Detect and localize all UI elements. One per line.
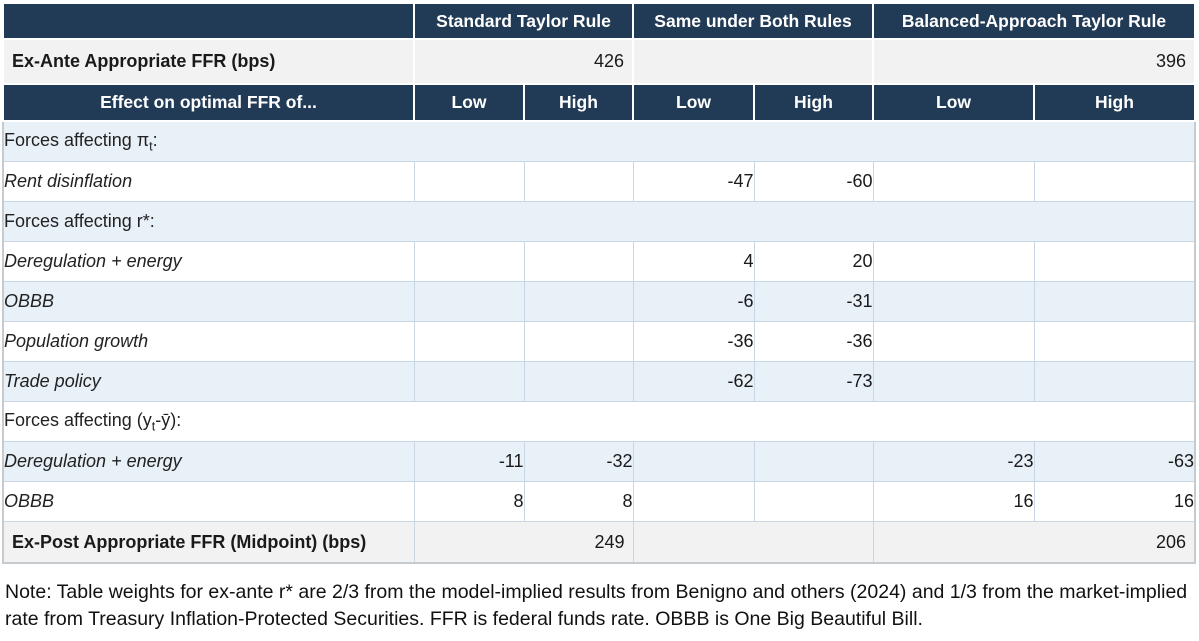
value-cell: 8 (523, 481, 634, 522)
value-cell: -47 (632, 161, 755, 202)
value-cell (413, 321, 525, 362)
value-cell (1033, 281, 1196, 322)
ex-ante-row: Ex-Ante Appropriate FFR (bps) 426 396 (2, 38, 1196, 85)
value-cell (872, 361, 1035, 402)
force-label: Trade policy (2, 361, 415, 402)
value-cell: -63 (1033, 441, 1196, 482)
value-cell (1033, 361, 1196, 402)
value-cell: 20 (753, 241, 874, 282)
ex-post-standard-value: 249 (413, 521, 634, 564)
value-cell: 4 (632, 241, 755, 282)
force-label: Deregulation + energy (2, 441, 415, 482)
force-label: Population growth (2, 321, 415, 362)
value-cell: -36 (632, 321, 755, 362)
corner-cell (2, 2, 415, 40)
value-cell (523, 241, 634, 282)
section-row: Forces affecting (yt-ȳ): (2, 401, 1196, 442)
value-cell (872, 321, 1035, 362)
value-cell (872, 161, 1035, 202)
value-cell (413, 361, 525, 402)
value-cell (413, 161, 525, 202)
value-cell (1033, 161, 1196, 202)
balanced-low-header: Low (872, 83, 1035, 122)
force-row: OBBB -6 -31 (2, 281, 1196, 322)
section-row: Forces affecting r*: (2, 201, 1196, 242)
value-cell (753, 441, 874, 482)
value-cell: 16 (872, 481, 1035, 522)
value-cell (753, 481, 874, 522)
ex-post-same-value (632, 521, 874, 564)
force-label: OBBB (2, 481, 415, 522)
col-group-standard-taylor-rule: Standard Taylor Rule (413, 2, 634, 40)
value-cell: -36 (753, 321, 874, 362)
value-cell: -32 (523, 441, 634, 482)
balanced-high-header: High (1033, 83, 1196, 122)
force-row: Population growth -36 -36 (2, 321, 1196, 362)
value-cell: 16 (1033, 481, 1196, 522)
ex-ante-balanced-value: 396 (872, 38, 1196, 85)
force-row: Deregulation + energy 4 20 (2, 241, 1196, 282)
force-label: Rent disinflation (2, 161, 415, 202)
standard-high-header: High (523, 83, 634, 122)
col-group-balanced-approach: Balanced-Approach Taylor Rule (872, 2, 1196, 40)
value-cell (1033, 241, 1196, 282)
section-label: Forces affecting r*: (2, 201, 1196, 242)
value-cell: -73 (753, 361, 874, 402)
table-note: Note: Table weights for ex-ante r* are 2… (5, 581, 1188, 631)
value-cell (1033, 321, 1196, 362)
value-cell (523, 281, 634, 322)
section-row: Forces affecting πt: (2, 120, 1196, 162)
force-row: Rent disinflation -47 -60 (2, 161, 1196, 202)
value-cell: -11 (413, 441, 525, 482)
force-row: Trade policy -62 -73 (2, 361, 1196, 402)
value-cell: -60 (753, 161, 874, 202)
value-cell (523, 321, 634, 362)
ex-post-balanced-value: 206 (872, 521, 1196, 564)
col-group-same-under-both-rules: Same under Both Rules (632, 2, 874, 40)
value-cell (632, 481, 755, 522)
effect-subheader-row: Effect on optimal FFR of... Low High Low… (2, 83, 1196, 122)
value-cell (872, 281, 1035, 322)
value-cell (413, 281, 525, 322)
same-high-header: High (753, 83, 874, 122)
standard-low-header: Low (413, 83, 525, 122)
value-cell (413, 241, 525, 282)
same-low-header: Low (632, 83, 755, 122)
ex-ante-label: Ex-Ante Appropriate FFR (bps) (2, 38, 415, 85)
column-group-header-row: Standard Taylor Rule Same under Both Rul… (2, 2, 1196, 40)
section-label: Forces affecting πt: (2, 120, 1196, 162)
force-row: Deregulation + energy -11 -32 -23 -63 (2, 441, 1196, 482)
value-cell (523, 161, 634, 202)
value-cell: -6 (632, 281, 755, 322)
section-label: Forces affecting (yt-ȳ): (2, 401, 1196, 442)
value-cell: -31 (753, 281, 874, 322)
value-cell: 8 (413, 481, 525, 522)
taylor-rule-table: Standard Taylor Rule Same under Both Rul… (2, 2, 1196, 564)
value-cell (632, 441, 755, 482)
value-cell: -62 (632, 361, 755, 402)
force-label: Deregulation + energy (2, 241, 415, 282)
force-row: OBBB 8 8 16 16 (2, 481, 1196, 522)
force-label: OBBB (2, 281, 415, 322)
ex-ante-same-value (632, 38, 874, 85)
effect-header-label: Effect on optimal FFR of... (2, 83, 415, 122)
table-body: Forces affecting πt: Rent disinflation -47… (2, 120, 1196, 522)
value-cell (872, 241, 1035, 282)
ex-post-label: Ex-Post Appropriate FFR (Midpoint) (bps) (2, 521, 415, 564)
ex-post-row: Ex-Post Appropriate FFR (Midpoint) (bps)… (2, 521, 1196, 564)
value-cell: -23 (872, 441, 1035, 482)
ex-ante-standard-value: 426 (413, 38, 634, 85)
value-cell (523, 361, 634, 402)
